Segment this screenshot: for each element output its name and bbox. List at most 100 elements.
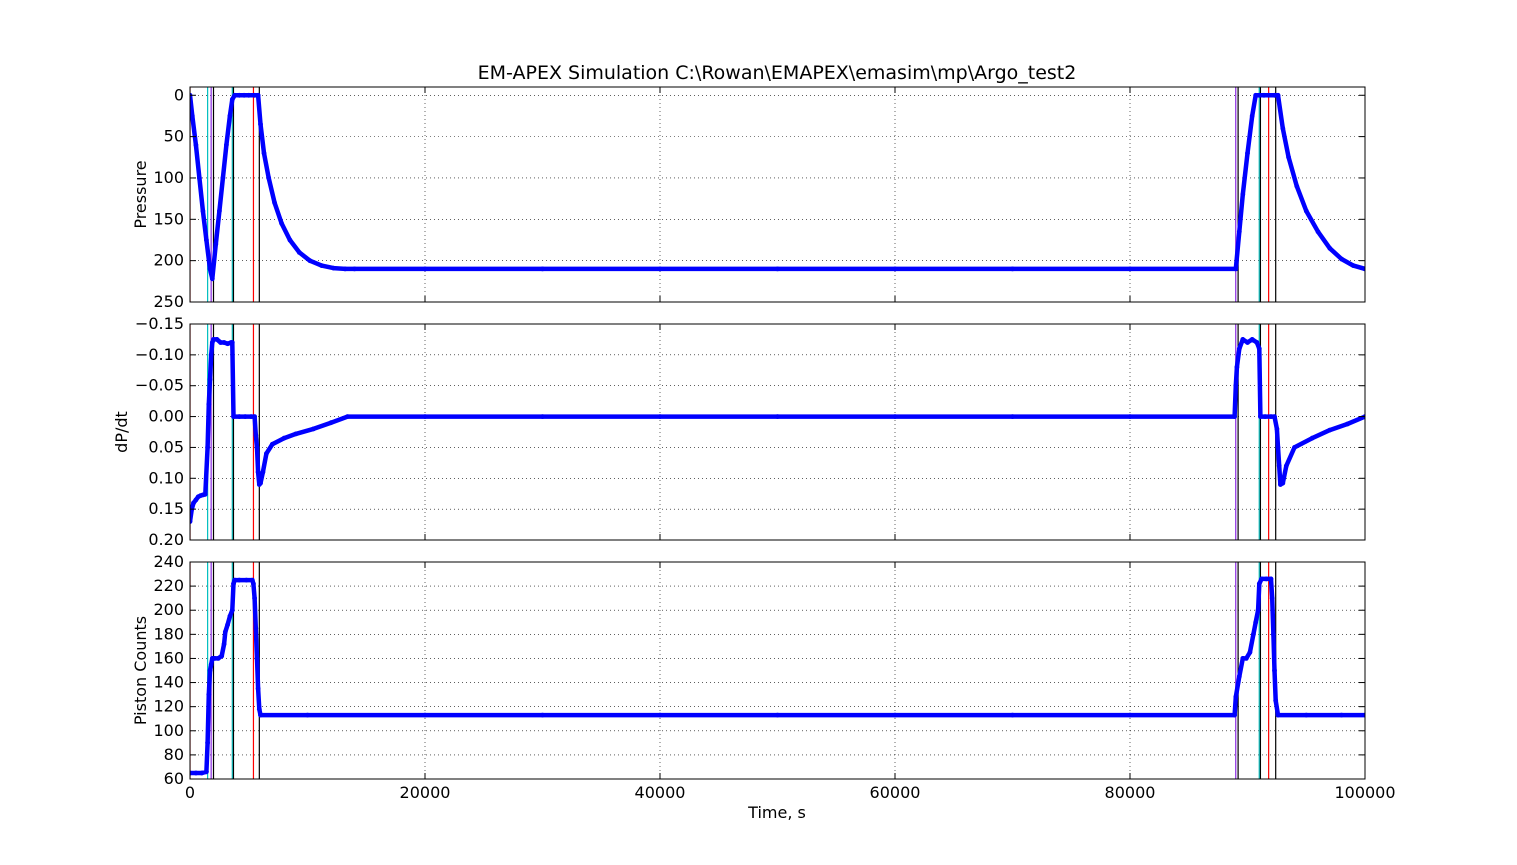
data-point (422, 414, 428, 419)
data-point (1127, 414, 1133, 419)
data-point (209, 276, 215, 282)
data-point (1261, 92, 1267, 98)
data-point (1273, 698, 1279, 703)
data-point (266, 175, 272, 181)
data-point (1254, 340, 1260, 345)
data-point (1292, 445, 1297, 450)
data-point (1010, 266, 1015, 272)
data-point (892, 266, 898, 272)
data-point (1294, 183, 1300, 189)
data-point (207, 266, 213, 272)
data-point (207, 668, 213, 673)
data-point (342, 266, 348, 272)
data-point (1272, 668, 1277, 673)
y-tick-label: 0.05 (148, 437, 184, 456)
data-point (212, 656, 218, 661)
data-point (1286, 154, 1291, 160)
data-point (1251, 631, 1256, 637)
y-tick-label: 240 (153, 552, 184, 571)
data-point (1010, 712, 1015, 718)
data-point (264, 451, 269, 456)
data-point (236, 92, 242, 98)
data-point (248, 414, 254, 419)
data-point (255, 92, 261, 98)
data-point (252, 92, 257, 98)
data-point (892, 414, 898, 419)
data-point (251, 581, 256, 587)
data-point (1274, 426, 1280, 432)
dpdt-panel: −0.15 −0.10 −0.05 0.00 0.05 0.10 0.15 0.20 dP/dt (112, 314, 1366, 549)
data-point (229, 97, 235, 102)
data-point (422, 266, 428, 272)
data-point (1271, 631, 1276, 637)
x-tick-label: 0 (185, 783, 195, 802)
data-point (1276, 463, 1282, 469)
y-tick-label: 140 (153, 673, 184, 692)
data-point (1309, 435, 1315, 441)
y-tick-label: 250 (153, 292, 184, 311)
data-point (1266, 92, 1272, 98)
x-tick-label: 100000 (1334, 783, 1395, 802)
data-point (1263, 576, 1269, 582)
series-line (190, 576, 1365, 776)
data-point (352, 266, 357, 272)
y-tick-label: 180 (153, 624, 184, 643)
data-point (258, 121, 263, 127)
data-point (1233, 694, 1239, 700)
data-point (255, 469, 261, 475)
x-tick-label: 60000 (870, 783, 921, 802)
data-point (1275, 445, 1281, 450)
data-point (1272, 92, 1277, 98)
data-point (208, 352, 214, 358)
data-point (1240, 337, 1246, 342)
data-point (272, 200, 277, 206)
panels: 0 50 100 150 200 250 Pressure −0.15 −0.10 −0.05 0.… (112, 85, 1396, 802)
data-point (1253, 92, 1259, 98)
data-point (190, 770, 193, 776)
plot-area (190, 562, 1365, 779)
data-point (1280, 480, 1286, 486)
y-tick-label: 50 (164, 127, 184, 146)
x-tick-label: 20000 (400, 783, 451, 802)
data-point (1256, 581, 1262, 587)
data-point (345, 414, 350, 419)
data-point (269, 441, 275, 447)
data-point (258, 480, 263, 486)
data-point (1269, 595, 1275, 601)
data-point (1255, 607, 1261, 613)
data-point (775, 266, 780, 272)
data-point (305, 712, 310, 718)
data-point (1268, 414, 1274, 419)
data-point (331, 265, 336, 271)
data-point (232, 92, 238, 98)
data-point (311, 426, 316, 432)
data-point (221, 641, 227, 647)
data-point (296, 250, 302, 255)
data-point (260, 469, 266, 475)
data-point (225, 622, 231, 628)
data-point (1233, 383, 1239, 389)
data-point (1233, 266, 1239, 272)
x-tick-label: 80000 (1105, 783, 1156, 802)
data-point (1249, 337, 1255, 342)
data-point (207, 377, 213, 382)
data-point (255, 686, 261, 691)
data-point (775, 414, 780, 419)
data-point (1236, 229, 1242, 235)
data-point (422, 712, 428, 718)
data-point (220, 175, 226, 181)
data-point (1272, 414, 1277, 419)
y-tick-label: 0.00 (148, 407, 184, 426)
data-point (1283, 463, 1289, 469)
data-point (218, 340, 224, 345)
data-point (217, 208, 222, 214)
data-point (205, 445, 211, 450)
data-point (1362, 712, 1365, 718)
data-point (227, 613, 233, 619)
data-point (236, 414, 242, 419)
data-point (253, 432, 259, 438)
data-point (1327, 427, 1333, 433)
data-point (1253, 619, 1259, 625)
y-tick-label: 150 (153, 209, 184, 228)
data-point (1345, 421, 1350, 427)
